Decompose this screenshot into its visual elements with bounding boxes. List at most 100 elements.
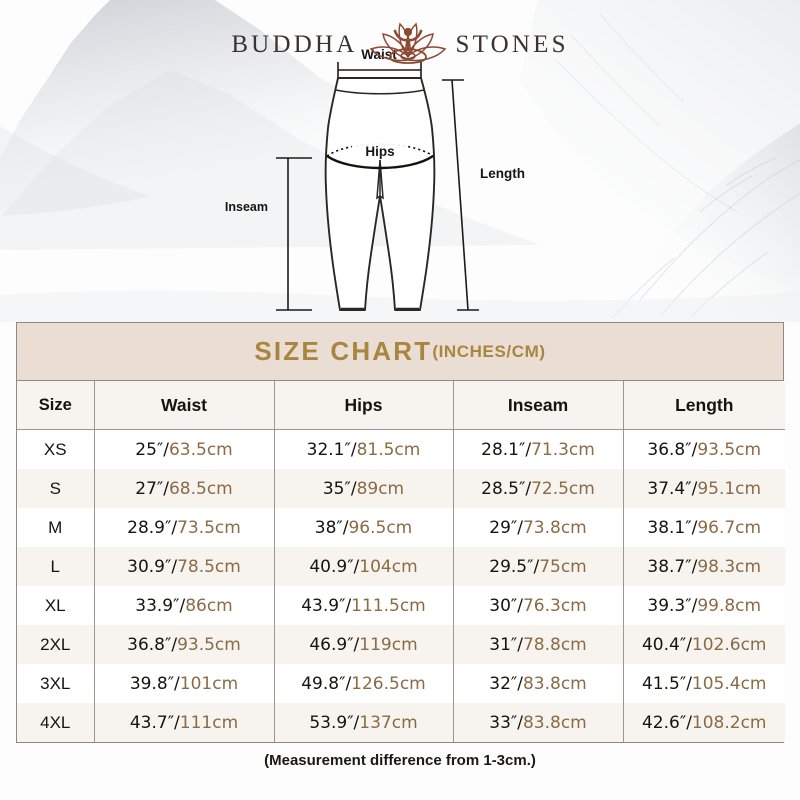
cell-waist: 25″/63.5cm <box>94 429 275 469</box>
inseam-label: Inseam <box>225 200 268 214</box>
value-inches: 49.8″ <box>301 673 346 694</box>
value-centimeters: 111.5cm <box>351 595 426 616</box>
value-centimeters: 93.5cm <box>697 439 762 460</box>
value-centimeters: 137cm <box>359 712 418 733</box>
table-row: XS 25″/63.5cm 32.1″/81.5cm 28.1″/71.3cm 36.8… <box>17 429 785 469</box>
value-centimeters: 95.1cm <box>697 478 762 499</box>
cell-length: 42.6″/108.2cm <box>623 703 785 742</box>
cell-length: 38.7″/98.3cm <box>623 547 785 586</box>
cell-inseam: 33″/83.8cm <box>453 703 624 742</box>
value-centimeters: 96.5cm <box>348 517 413 538</box>
value-inches: 40.4″ <box>641 634 687 655</box>
value-inches: 42.6″ <box>641 712 687 733</box>
inseam-dimension-line <box>276 157 312 311</box>
length-dimension-line <box>442 79 479 311</box>
value-centimeters: 73.5cm <box>177 517 241 538</box>
value-inches: 33″ <box>489 712 518 733</box>
value-centimeters: 72.5cm <box>531 478 595 499</box>
size-chart-title-units: (INCHES/CM) <box>432 341 546 361</box>
cell-hips: 43.9″/111.5cm <box>274 586 454 625</box>
value-centimeters: 75cm <box>539 556 587 577</box>
table-row: 2XL 36.8″/93.5cm 46.9″/119cm 31″/78.8cm 40.4… <box>17 625 785 664</box>
value-inches: 38.1″ <box>647 517 692 538</box>
leggings-measurement-diagram: Waist Hips <box>180 48 620 323</box>
lotus-meditation-icon <box>365 16 451 72</box>
cell-size: S <box>17 469 95 508</box>
value-inches: 30″ <box>489 595 518 616</box>
value-centimeters: 63.5cm <box>168 439 233 460</box>
value-inches: 36.8″ <box>647 439 692 460</box>
table-row: S 27″/68.5cm 35″/89cm 28.5″/72.5cm 37.4″/95.… <box>17 469 785 508</box>
brand-word-right: STONES <box>455 30 569 58</box>
value-centimeters: 96.7cm <box>697 517 762 538</box>
cell-length: 39.3″/99.8cm <box>623 586 785 625</box>
value-centimeters: 71.3cm <box>531 439 595 460</box>
value-inches: 30.9″ <box>127 556 172 577</box>
table-row: M 28.9″/73.5cm 38″/96.5cm 29″/73.8cm 38.1″/9… <box>17 508 785 547</box>
value-inches: 40.9″ <box>309 556 354 577</box>
cell-waist: 33.9″/86cm <box>94 586 275 625</box>
value-inches: 32.1″ <box>306 439 351 460</box>
column-header-inseam: Inseam <box>453 381 624 430</box>
cell-length: 36.8″/93.5cm <box>623 429 785 469</box>
cell-size: M <box>17 508 95 547</box>
value-inches: 43.9″ <box>301 595 346 616</box>
cell-inseam: 28.1″/71.3cm <box>453 429 624 469</box>
value-centimeters: 93.5cm <box>177 634 241 655</box>
value-centimeters: 98.3cm <box>697 556 762 577</box>
table-row: XL 33.9″/86cm 43.9″/111.5cm 30″/76.3cm 39.3″… <box>17 586 785 625</box>
value-centimeters: 108.2cm <box>691 712 767 733</box>
value-inches: 43.7″ <box>129 712 175 733</box>
cell-waist: 27″/68.5cm <box>94 469 275 508</box>
value-centimeters: 104cm <box>359 556 418 577</box>
value-inches: 27″ <box>135 478 164 499</box>
value-inches: 35″ <box>322 478 351 499</box>
value-inches: 29″ <box>489 517 518 538</box>
value-inches: 53.9″ <box>309 712 354 733</box>
value-centimeters: 83.8cm <box>522 712 587 733</box>
column-header-length: Length <box>623 381 785 430</box>
cell-waist: 36.8″/93.5cm <box>94 625 275 664</box>
value-inches: 38.7″ <box>647 556 692 577</box>
value-centimeters: 86cm <box>185 595 233 616</box>
value-centimeters: 83.8cm <box>522 673 587 694</box>
value-inches: 28.5″ <box>481 478 526 499</box>
measurement-footnote: (Measurement difference from 1-3cm.) <box>264 752 536 769</box>
value-inches: 39.8″ <box>129 673 175 694</box>
size-chart-table: Size Waist Hips Inseam Length XS 25″/63.5… <box>17 381 785 742</box>
cell-size: XL <box>17 586 95 625</box>
size-chart-title-main: SIZE CHART <box>254 336 433 366</box>
length-label: Length <box>480 166 525 181</box>
cell-inseam: 30″/76.3cm <box>453 586 624 625</box>
value-inches: 29.5″ <box>489 556 534 577</box>
value-centimeters: 89cm <box>356 478 405 499</box>
column-header-waist: Waist <box>94 381 275 430</box>
cell-size: L <box>17 547 95 586</box>
cell-inseam: 28.5″/72.5cm <box>453 469 624 508</box>
column-header-size: Size <box>17 381 95 430</box>
value-inches: 28.1″ <box>481 439 526 460</box>
cell-size: XS <box>17 429 95 469</box>
cell-hips: 46.9″/119cm <box>274 625 454 664</box>
value-inches: 36.8″ <box>127 634 172 655</box>
value-centimeters: 99.8cm <box>697 595 762 616</box>
table-row: L 30.9″/78.5cm 40.9″/104cm 29.5″/75cm 38.7″/… <box>17 547 785 586</box>
cell-inseam: 31″/78.8cm <box>453 625 624 664</box>
value-centimeters: 126.5cm <box>351 673 426 694</box>
cell-hips: 49.8″/126.5cm <box>274 664 454 703</box>
value-inches: 25″ <box>135 439 164 460</box>
cell-length: 40.4″/102.6cm <box>623 625 785 664</box>
size-chart-table-container: SIZE CHART (INCHES/CM) Size Waist Hips I… <box>16 322 785 743</box>
hips-label: Hips <box>365 144 394 159</box>
cell-size: 3XL <box>17 664 95 703</box>
cell-length: 41.5″/105.4cm <box>623 664 785 703</box>
brand-logo: BUDDHA <box>0 14 800 74</box>
cell-waist: 39.8″/101cm <box>94 664 275 703</box>
value-centimeters: 102.6cm <box>691 634 767 655</box>
value-centimeters: 68.5cm <box>168 478 233 499</box>
value-inches: 41.5″ <box>641 673 687 694</box>
value-inches: 38″ <box>314 517 343 538</box>
cell-size: 4XL <box>17 703 95 742</box>
value-centimeters: 73.8cm <box>522 517 587 538</box>
